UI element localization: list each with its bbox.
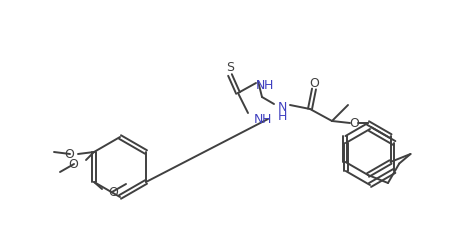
Text: O: O [309,77,319,90]
Text: H: H [263,79,273,92]
Text: N: N [255,79,265,92]
Text: N: N [277,101,287,114]
Text: S: S [226,61,234,74]
Text: O: O [68,158,78,171]
Text: N: N [253,113,262,126]
Text: O: O [349,117,359,130]
Text: O: O [64,148,74,161]
Text: H: H [277,110,287,123]
Text: H: H [261,113,271,126]
Text: O: O [108,186,118,199]
